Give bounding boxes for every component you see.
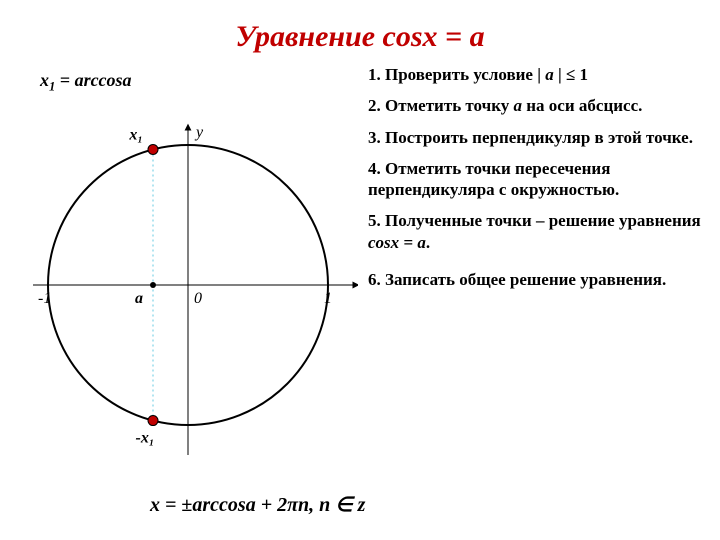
page-title: Уравнение cosx = a <box>0 20 720 54</box>
svg-text:y: y <box>194 124 204 141</box>
formula-general: x = ±arccosa + 2πn, n ∈ z <box>150 492 365 517</box>
step-2-post: на оси абсцисс. <box>522 96 642 115</box>
svg-text:-1: -1 <box>38 290 51 307</box>
svg-text:0: 0 <box>194 290 202 307</box>
step-3: 3. Построить перпендикуляр в этой точке. <box>368 127 708 148</box>
svg-text:x₁: x₁ <box>128 126 143 143</box>
step-5: 5. Полученные точки – решение уравнения … <box>368 210 708 253</box>
step-5-pre: 5. Полученные точки – решение уравнения <box>368 211 701 230</box>
step-2: 2. Отметить точку a на оси абсцисс. <box>368 95 708 116</box>
step-1-a: a <box>545 65 554 84</box>
step-5-eq: cosx = a <box>368 233 426 252</box>
formula-x1-text: x1 = arccosa <box>40 70 132 90</box>
svg-text:1: 1 <box>324 290 332 307</box>
step-2-pre: 2. Отметить точку <box>368 96 514 115</box>
step-1-pre: 1. Проверить условие | <box>368 65 545 84</box>
step-5-post: . <box>426 233 430 252</box>
step-2-a: a <box>514 96 523 115</box>
unit-circle-diagram: yx0-11ax₁-x₁ <box>18 90 358 480</box>
svg-text:a: a <box>135 290 143 307</box>
step-6: 6. Записать общее решение уравнения. <box>368 269 708 290</box>
step-4: 4. Отметить точки пересечения перпендику… <box>368 158 708 201</box>
steps-list: 1. Проверить условие | a | ≤ 1 2. Отмети… <box>368 64 708 300</box>
step-1: 1. Проверить условие | a | ≤ 1 <box>368 64 708 85</box>
svg-text:-x₁: -x₁ <box>136 430 155 447</box>
diagram-svg: yx0-11ax₁-x₁ <box>18 90 358 480</box>
step-1-post: | ≤ 1 <box>554 65 588 84</box>
